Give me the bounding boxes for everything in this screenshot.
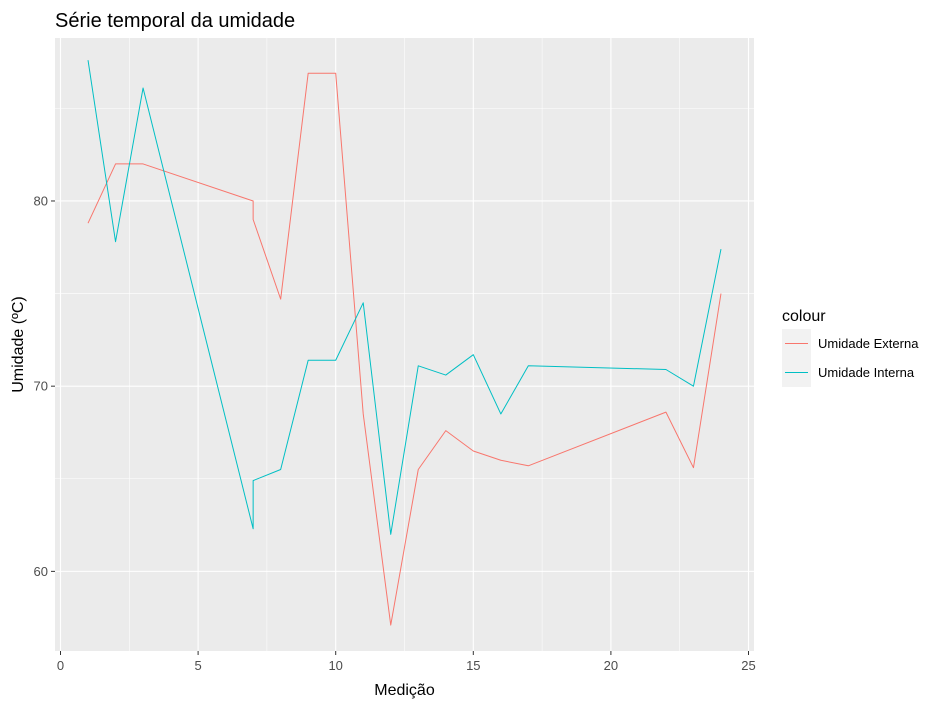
axis-ticks: 0 5 10 15 20 25 60 70 80 — [34, 193, 756, 673]
y-tick-label: 70 — [34, 379, 48, 394]
x-axis-title: Medição — [374, 682, 435, 699]
legend-label: Umidade Externa — [818, 336, 919, 351]
x-tick-label: 20 — [604, 658, 618, 673]
legend: colour Umidade Externa Umidade Interna — [782, 308, 919, 387]
series-line-2 — [87, 60, 722, 535]
chart-title: Série temporal da umidade — [55, 10, 295, 32]
legend-label: Umidade Interna — [818, 365, 915, 380]
series-line-1 — [87, 72, 722, 626]
y-tick-label: 60 — [34, 564, 48, 579]
series-lines — [87, 60, 722, 626]
major-gridlines — [55, 38, 754, 651]
x-tick-label: 0 — [57, 658, 64, 673]
x-tick-label: 25 — [741, 658, 755, 673]
x-tick-label: 10 — [328, 658, 342, 673]
x-tick-label: 5 — [194, 658, 201, 673]
y-axis-title: Umidade (ºC) — [10, 296, 27, 393]
minor-gridlines — [55, 38, 754, 651]
legend-title: colour — [782, 308, 826, 325]
x-tick-label: 15 — [466, 658, 480, 673]
y-tick-label: 80 — [34, 193, 48, 208]
